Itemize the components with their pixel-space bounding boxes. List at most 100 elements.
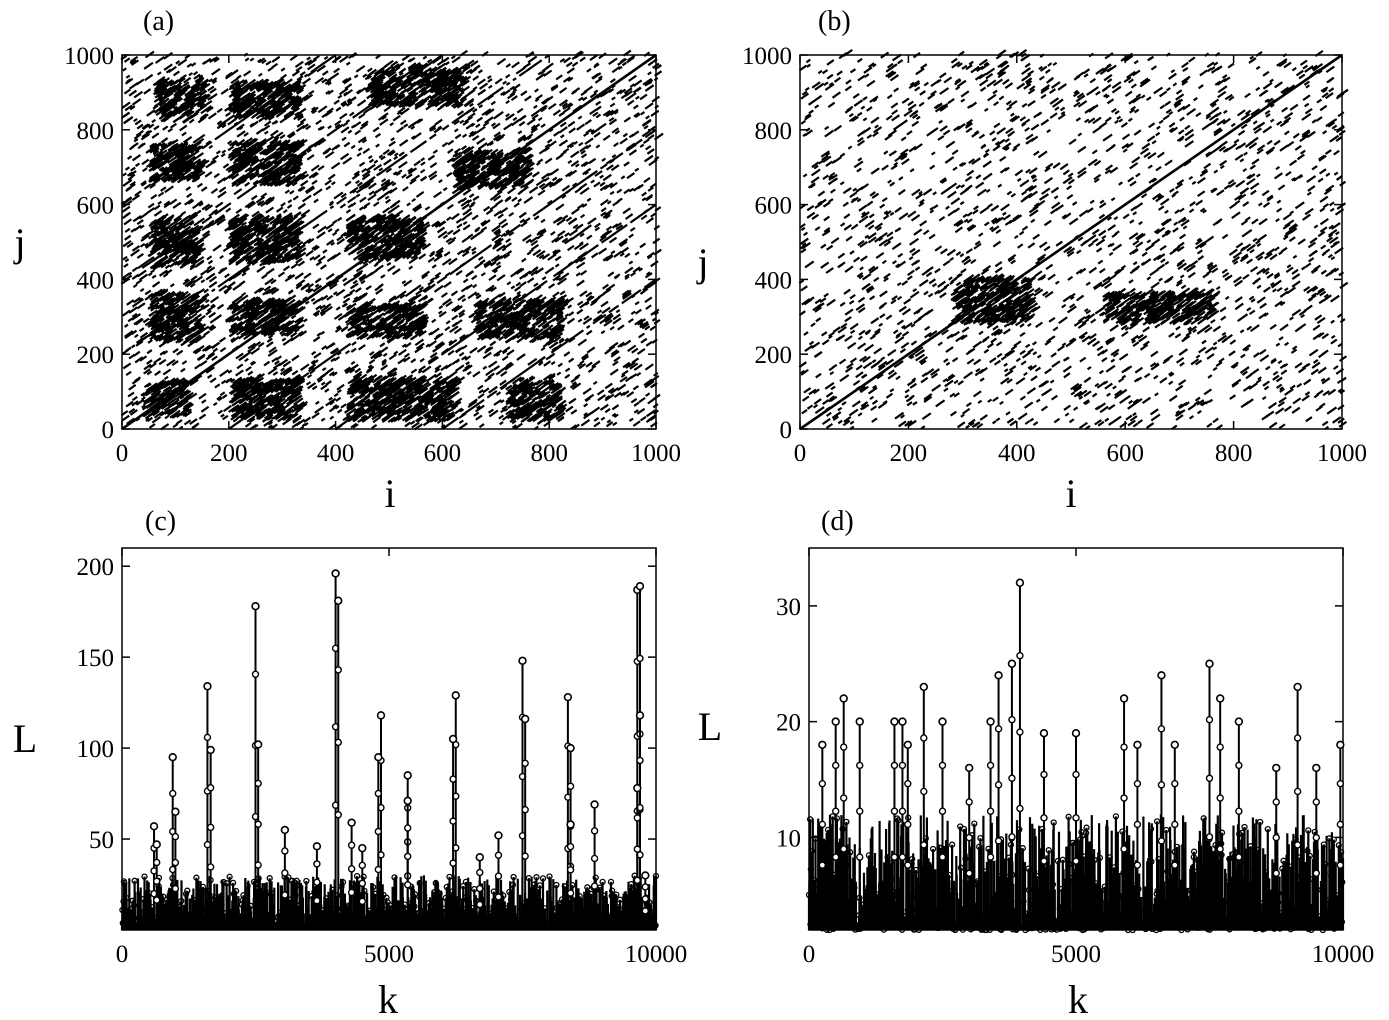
recurrence-points <box>120 49 664 431</box>
peak-marker <box>358 843 367 853</box>
y-tick-label: 20 <box>776 710 801 737</box>
stem-marker <box>1336 779 1345 788</box>
stem-marker <box>890 761 899 770</box>
peak-marker <box>635 581 645 591</box>
peak-marker <box>203 682 212 691</box>
peak-marker <box>403 796 412 806</box>
stem-marker <box>920 841 928 849</box>
peak-marker <box>1272 763 1281 773</box>
stem-marker <box>171 858 180 867</box>
peak-marker <box>938 717 947 726</box>
stem-marker <box>818 779 827 788</box>
parallel-diagonal <box>121 54 444 281</box>
stem-marker <box>374 789 383 798</box>
parallel-diagonal <box>334 203 657 430</box>
panel-a: 0 200 400 600 800 1000 0 200 400 600 800 1000 (a) i… <box>12 6 681 516</box>
stem-marker <box>358 879 366 888</box>
stem-marker <box>334 738 342 747</box>
peak-marker <box>641 871 650 880</box>
stem-marker <box>1040 857 1048 865</box>
stem-marker <box>1040 814 1048 822</box>
stem-marker <box>1205 774 1214 782</box>
peak-marker <box>1119 694 1129 703</box>
peak-marker <box>903 740 912 749</box>
y-tick-label: 1000 <box>742 43 792 70</box>
stem-marker <box>347 888 356 897</box>
y-tick-label: 400 <box>77 267 115 294</box>
stem-marker <box>898 807 907 815</box>
peak-marker <box>312 842 322 851</box>
stem-marker <box>1216 794 1224 802</box>
peak-marker <box>986 717 995 726</box>
stem-marker <box>476 884 484 893</box>
y-tick-label: 200 <box>77 554 115 581</box>
x-tick-label: 400 <box>998 440 1036 467</box>
peak-marker <box>451 691 460 700</box>
peak-marker <box>520 714 530 724</box>
x-tick-label: 800 <box>530 440 568 467</box>
stem-marker <box>1293 787 1302 796</box>
x-axis-label: k <box>1068 977 1088 1020</box>
y-axis-label: L <box>698 704 722 749</box>
peak-marker <box>1071 729 1081 738</box>
y-tick-label: 150 <box>77 645 115 672</box>
peak-marker <box>1336 740 1345 749</box>
stem-marker <box>313 860 321 868</box>
stem-marker <box>1016 804 1024 813</box>
stem-marker <box>281 891 289 899</box>
stem-marker <box>254 820 262 828</box>
y-tick-label: 800 <box>755 118 793 145</box>
stem-marker <box>169 789 177 798</box>
main-diagonal <box>121 53 657 431</box>
stem-marker <box>334 666 342 674</box>
stem-marker <box>965 833 973 842</box>
stem-marker <box>254 779 262 788</box>
peak-marker <box>334 596 343 605</box>
stem-marker <box>1235 853 1243 861</box>
stem-marker <box>856 761 864 770</box>
y-tick-label: 600 <box>755 193 793 220</box>
stem-marker <box>206 784 215 792</box>
stem-marker <box>281 869 289 877</box>
peak-marker <box>518 656 527 665</box>
plot-area <box>798 48 1349 431</box>
stem-marker <box>1016 728 1024 736</box>
stem-marker <box>994 781 1003 789</box>
plot-area <box>120 49 664 431</box>
x-tick-label: 200 <box>210 440 248 467</box>
y-tick-label: 10 <box>776 825 801 852</box>
stem-marker <box>1216 845 1224 853</box>
stem-marker <box>840 743 848 751</box>
stem-marker <box>938 853 947 861</box>
x-tick-label: 800 <box>1215 440 1253 467</box>
stem-marker <box>633 845 642 853</box>
stem-marker <box>994 837 1003 845</box>
stem-marker <box>521 759 529 768</box>
stem-marker <box>171 884 180 893</box>
peak-marker <box>831 717 840 726</box>
x-tick-label: 10000 <box>625 941 688 968</box>
peak-marker <box>590 800 599 809</box>
stem-marker <box>1336 861 1345 869</box>
peak-marker <box>403 771 412 780</box>
stem-marker <box>1171 861 1179 869</box>
stem-marker <box>641 895 650 903</box>
y-tick-label: 600 <box>77 193 115 220</box>
peak-marker <box>566 820 575 829</box>
peak-marker <box>251 602 260 611</box>
peak-marker <box>152 840 161 849</box>
peak-marker <box>839 694 848 703</box>
peak-marker <box>1293 682 1302 692</box>
stem-marker <box>1293 841 1302 849</box>
recurrence-points <box>798 48 1349 431</box>
panel-label: (c) <box>145 506 176 537</box>
y-tick-label: 400 <box>755 267 793 294</box>
stem-marker <box>1171 779 1179 788</box>
peak-marker <box>890 717 899 726</box>
stem-marker <box>1272 833 1280 842</box>
peak-marker <box>635 711 645 720</box>
stem-marker <box>313 897 321 905</box>
peak-marker <box>898 717 907 726</box>
stem-marker <box>1312 869 1321 877</box>
